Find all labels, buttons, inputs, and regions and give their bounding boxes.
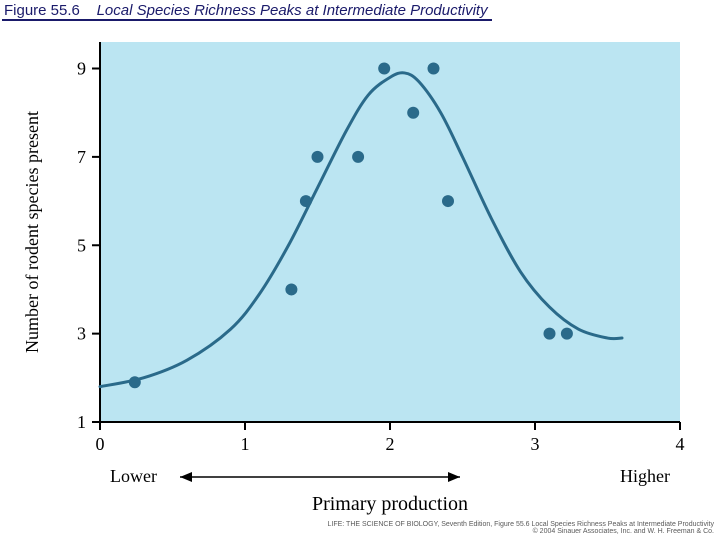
svg-text:Lower: Lower xyxy=(110,466,157,486)
svg-text:9: 9 xyxy=(77,59,86,79)
chart-area: 0123413579Number of rodent species prese… xyxy=(0,22,720,522)
figure-title-bar: Figure 55.6 Local Species Richness Peaks… xyxy=(2,2,492,21)
svg-text:2: 2 xyxy=(386,434,395,454)
svg-text:4: 4 xyxy=(676,434,685,454)
svg-text:Primary production: Primary production xyxy=(312,493,468,515)
svg-text:1: 1 xyxy=(77,412,86,432)
figure-number: Figure 55.6 xyxy=(4,2,80,19)
svg-text:3: 3 xyxy=(531,434,540,454)
svg-text:3: 3 xyxy=(77,324,86,344)
svg-text:7: 7 xyxy=(77,147,86,167)
credit-block: LIFE: THE SCIENCE OF BIOLOGY, Seventh Ed… xyxy=(328,521,714,536)
credit-line-2: © 2004 Sinauer Associates, Inc. and W. H… xyxy=(328,528,714,536)
svg-text:0: 0 xyxy=(96,434,105,454)
svg-text:1: 1 xyxy=(241,434,250,454)
svg-text:5: 5 xyxy=(77,235,86,255)
chart-svg: 0123413579Number of rodent species prese… xyxy=(0,22,720,522)
svg-text:Number of rodent species prese: Number of rodent species present xyxy=(22,111,42,353)
figure-title: Local Species Richness Peaks at Intermed… xyxy=(97,2,488,19)
svg-text:Higher: Higher xyxy=(620,466,670,486)
